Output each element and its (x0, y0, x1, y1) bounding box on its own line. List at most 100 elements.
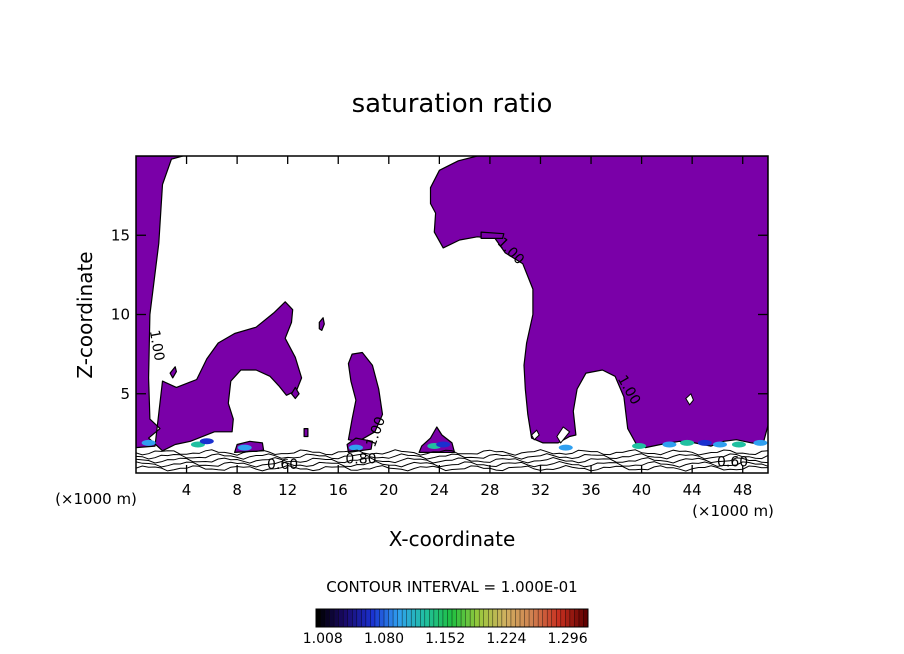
colorbar-segment-8 (352, 609, 357, 627)
isoline-3 (136, 453, 768, 460)
colorbar-segment-20 (406, 609, 412, 627)
x-tick-label-40: 40 (632, 481, 651, 499)
colorbar-segment-40 (497, 609, 503, 627)
colorbar-segment-6 (343, 609, 348, 627)
supersaturation-regions (136, 156, 768, 453)
surface-isolines (136, 449, 768, 472)
subsaturated-holes (530, 392, 694, 444)
colorbar-segment-52 (551, 609, 557, 627)
region-right-plume (429, 156, 768, 449)
colorbar-segment-28 (442, 609, 448, 627)
peak-marker-10 (680, 439, 695, 446)
isoline-2 (136, 456, 768, 464)
void-hole-33 (556, 426, 571, 444)
isoline-1 (136, 460, 768, 468)
colorbar-segment-18 (397, 609, 403, 627)
y-axis-label: Z-coordinate (73, 251, 97, 378)
colorbar-segment-19 (402, 609, 407, 627)
x-axis-label: X-coordinate (389, 527, 516, 551)
colorbar-segment-57 (574, 609, 580, 627)
colorbar-segment-41 (501, 609, 507, 627)
colorbar-segment-42 (506, 609, 512, 627)
x-tick-label-36: 36 (581, 481, 600, 499)
contour-label-6: 0.60 (717, 455, 748, 471)
colorbar-segment-14 (379, 609, 385, 627)
void-hole-44 (685, 392, 694, 406)
colorbar-segment-22 (415, 609, 421, 627)
x-tick-label-48: 48 (733, 481, 752, 499)
region-blob-15 (318, 317, 325, 331)
x-tick-label-8: 8 (232, 481, 242, 499)
peak-marker-13 (731, 441, 746, 448)
plot-area (136, 156, 768, 472)
isoline-4 (136, 449, 768, 456)
colorbar-tick-label-2: 1.152 (425, 631, 465, 647)
colorbar-segment-56 (569, 609, 575, 627)
colorbar-segment-55 (565, 609, 571, 627)
y-axis-ticks: 5 10 15 (111, 226, 768, 403)
colored-peak-markers (141, 438, 768, 451)
colorbar-segment-33 (465, 609, 471, 627)
colorbar-segment-51 (547, 609, 552, 627)
x-tick-label-4: 4 (182, 481, 192, 499)
colorbar-segment-0 (316, 609, 321, 627)
colorbar-segment-59 (583, 609, 589, 627)
colorbar-tick-label-3: 1.224 (486, 631, 526, 647)
y-tick-label-5: 5 (120, 385, 130, 403)
peak-marker-4 (348, 444, 363, 451)
x-tick-label-20: 20 (379, 481, 398, 499)
colorbar-segment-30 (452, 609, 457, 627)
colorbar-segment-5 (338, 609, 344, 627)
x-tick-label-24: 24 (430, 481, 449, 499)
x-unit-label-left: (×1000 m) (55, 490, 137, 508)
region-blob-12 (290, 386, 300, 400)
colorbar-segment-11 (365, 609, 371, 627)
void-hole-31 (530, 429, 540, 441)
colorbar-segment-44 (515, 609, 521, 627)
peak-marker-14 (753, 439, 768, 446)
colorbar-tick-label-1: 1.080 (364, 631, 404, 647)
colorbar-segment-7 (347, 609, 353, 627)
peak-marker-9 (662, 441, 677, 448)
colorbar-tick-label-4: 1.296 (548, 631, 588, 647)
peak-marker-7 (558, 444, 573, 451)
colorbar-segment-23 (420, 609, 425, 627)
colorbar-segment-4 (334, 609, 339, 627)
colorbar-segment-47 (529, 609, 534, 627)
region-blob-29 (480, 231, 505, 239)
colorbar-tick-labels: 1.008 1.080 1.152 1.224 1.296 (303, 631, 588, 647)
colorbar-segment-46 (524, 609, 530, 627)
colorbar-segment-24 (424, 609, 430, 627)
colorbar (315, 608, 589, 628)
colorbar-segment-54 (560, 609, 566, 627)
colorbar-segment-15 (384, 609, 389, 627)
contour-label-0: 1.00 (146, 329, 167, 362)
x-tick-label-16: 16 (329, 481, 348, 499)
colorbar-segment-3 (329, 609, 335, 627)
x-tick-label-12: 12 (278, 481, 297, 499)
colorbar-segment-48 (533, 609, 539, 627)
colorbar-segment-36 (479, 609, 484, 627)
peak-marker-6 (436, 441, 451, 448)
contour-label-4: 0.60 (267, 457, 298, 473)
peak-marker-0 (141, 439, 156, 446)
colorbar-segment-1 (320, 609, 326, 627)
contour-label-5: 0.80 (345, 451, 376, 467)
colorbar-segment-25 (429, 609, 435, 627)
peak-marker-3 (237, 444, 252, 451)
region-blob-3 (169, 366, 177, 379)
colorbar-segment-2 (325, 609, 330, 627)
isoline-0 (136, 464, 768, 472)
chart-title: saturation ratio (352, 89, 553, 119)
colorbar-segment-43 (510, 609, 516, 627)
x-tick-label-32: 32 (531, 481, 550, 499)
peak-marker-11 (697, 439, 712, 446)
colorbar-segment-35 (474, 609, 480, 627)
colorbar-segment-38 (488, 609, 493, 627)
x-axis-ticks: 4 8 12 16 20 24 28 32 36 40 44 48 (182, 156, 752, 499)
peak-marker-12 (712, 441, 727, 448)
colorbar-segment-49 (538, 609, 543, 627)
colorbar-segment-50 (542, 609, 548, 627)
colorbar-segment-12 (370, 609, 376, 627)
